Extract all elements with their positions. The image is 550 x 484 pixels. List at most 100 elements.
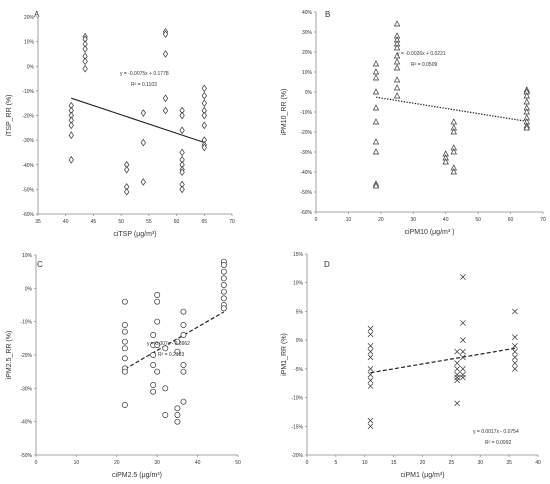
data-point	[162, 50, 169, 58]
data-point	[150, 388, 157, 395]
y-tick-label: -10%	[22, 89, 34, 95]
x-tick-label: 20	[420, 460, 426, 466]
data-point	[393, 52, 401, 59]
data-point	[393, 92, 401, 99]
data-point	[150, 352, 157, 358]
data-point	[220, 288, 227, 295]
data-point	[220, 262, 227, 268]
x-tick-label: 30	[411, 217, 417, 223]
y-tick-label: 20%	[24, 15, 35, 21]
data-point	[372, 60, 380, 67]
data-point	[523, 98, 530, 105]
y-tick-label: -10%	[20, 320, 32, 326]
y-tick-label: -20%	[300, 130, 312, 136]
regression-equation: y = -0.0075x + 0.1778	[120, 71, 169, 77]
data-point	[121, 298, 128, 305]
data-point	[367, 325, 374, 332]
data-point	[393, 76, 401, 83]
data-point	[180, 398, 187, 405]
data-point	[512, 343, 518, 349]
y-tick-label: 10%	[293, 281, 304, 287]
data-point	[450, 168, 457, 175]
data-point	[454, 377, 460, 384]
x-tick-label: 30	[154, 460, 160, 466]
y-tick-label: 0%	[305, 90, 313, 96]
data-point	[162, 412, 169, 418]
data-point	[201, 121, 207, 130]
y-tick-label: -20%	[291, 453, 303, 459]
data-point	[523, 124, 530, 131]
x-tick-label: 10	[74, 460, 80, 466]
y-tick-label: -40%	[300, 170, 312, 176]
data-point	[154, 292, 161, 298]
data-point	[150, 382, 157, 388]
data-point	[180, 332, 187, 338]
trend-line	[71, 97, 205, 144]
x-tick-label: 50	[235, 460, 241, 466]
x-tick-label: 20	[114, 460, 120, 466]
data-point	[367, 383, 374, 389]
regression-equation: y = -0.0026x + 0.0221	[397, 51, 446, 57]
x-tick-label: 60	[174, 219, 180, 225]
x-tick-label: 40	[443, 217, 449, 223]
r-squared-label: R² = 0.0992	[485, 440, 511, 446]
trend-line	[124, 311, 225, 370]
x-tick-label: 0	[306, 460, 309, 466]
data-point	[372, 148, 380, 155]
data-point	[162, 385, 169, 392]
data-point	[512, 308, 518, 315]
data-point	[121, 402, 128, 408]
r-squared-label: R² = 0.2183	[158, 352, 184, 358]
y-tick-label: 10%	[302, 70, 313, 76]
x-tick-label: 10	[346, 217, 352, 223]
data-point	[460, 354, 466, 361]
data-point	[367, 366, 374, 372]
x-tick-label: 20	[378, 217, 384, 223]
scatter-plot-a: -60% -50% -40% -30% -20% -10% 0% 10% 20% 35 40 45 50…	[6, 10, 235, 238]
y-tick-label: 10%	[22, 253, 33, 259]
y-tick-label: -40%	[20, 420, 32, 426]
y-axis-title: iPM10_RR (%)	[281, 89, 288, 136]
x-tick-label: 50	[475, 217, 481, 223]
data-point	[367, 343, 374, 349]
trend-line	[375, 96, 527, 122]
chart-panel-d: -20% -15% -10% -5% 0% 5% 10% 15% 0 5 10 15 20 25 30 35 4…	[275, 242, 550, 484]
data-point	[121, 338, 128, 345]
data-point	[154, 298, 161, 305]
panel-label: D	[324, 260, 330, 269]
data-point	[460, 337, 466, 343]
data-point	[179, 185, 185, 194]
y-tick-label: 20%	[302, 50, 313, 56]
trend-line	[370, 347, 516, 374]
data-point	[372, 118, 380, 125]
y-tick-label: -10%	[300, 110, 312, 116]
data-point	[512, 334, 518, 341]
data-point	[372, 74, 380, 81]
data-point	[68, 156, 74, 164]
y-tick-label: 30%	[302, 30, 313, 36]
y-tick-label: -30%	[20, 386, 32, 392]
data-point	[220, 295, 227, 302]
data-point	[180, 308, 187, 315]
data-point	[174, 338, 181, 345]
data-point	[367, 377, 374, 384]
data-point	[179, 111, 185, 120]
x-tick-label: 40	[195, 460, 201, 466]
x-tick-label: 40	[63, 219, 69, 225]
data-point	[179, 126, 185, 135]
panel-label: A	[34, 10, 40, 19]
data-point	[220, 282, 227, 288]
data-point	[154, 342, 161, 348]
data-point	[372, 138, 380, 145]
x-tick-label: 30	[477, 460, 483, 466]
scatter-plot-d: -20% -15% -10% -5% 0% 5% 10% 15% 0 5 10 15 20 25 30 35 4…	[281, 252, 541, 479]
data-point	[372, 182, 380, 189]
data-point	[140, 138, 146, 147]
data-point	[393, 20, 401, 27]
data-point	[372, 104, 380, 111]
y-tick-label: -40%	[22, 163, 34, 169]
data-point	[150, 332, 157, 338]
y-tick-label: 0%	[27, 64, 35, 70]
y-tick-label: -30%	[22, 138, 34, 144]
y-tick-label: 10%	[24, 40, 35, 46]
